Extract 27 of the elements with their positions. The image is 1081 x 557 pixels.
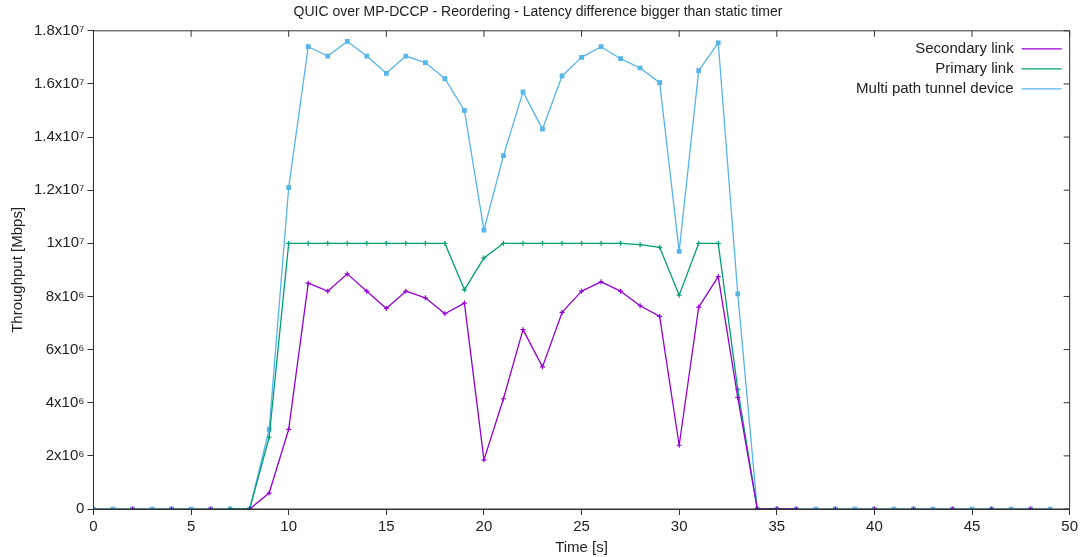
x-axis-title: Time [s]: [555, 538, 608, 556]
legend-label: Multi path tunnel device: [856, 78, 1014, 96]
y-tick-label: 1x10⁷: [46, 233, 85, 251]
x-tick-label: 40: [866, 517, 883, 535]
y-tick-label: 1.8x10⁷: [34, 20, 85, 38]
y-tick-label: 1.2x10⁷: [34, 180, 85, 198]
x-tick-label: 0: [89, 517, 98, 535]
y-tick-label: 8x10⁶: [45, 286, 85, 304]
x-tick-label: 35: [768, 517, 786, 535]
y-tick-label: 1.4x10⁷: [34, 127, 85, 145]
legend-label: Primary link: [935, 58, 1015, 76]
x-tick-label: 30: [670, 517, 688, 535]
x-tick-label: 45: [963, 517, 981, 535]
x-tick-label: 50: [1061, 517, 1078, 535]
x-tick-label: 5: [186, 517, 196, 535]
y-tick-label: 6x10⁶: [45, 339, 85, 357]
y-tick-label: 4x10⁶: [45, 392, 85, 410]
x-tick-label: 20: [475, 517, 493, 535]
x-tick-label: 25: [573, 517, 590, 535]
y-axis-title: Throughput [Mbps]: [8, 206, 26, 333]
chart-title: QUIC over MP-DCCP - Reordering - Latency difference bigger than static timer: [293, 3, 783, 20]
y-tick-label: 0: [76, 499, 85, 517]
x-tick-label: 10: [280, 517, 298, 535]
x-tick-label: 15: [377, 517, 395, 535]
y-tick-label: 2x10⁶: [45, 446, 85, 464]
y-tick-label: 1.6x10⁷: [34, 74, 85, 92]
legend-label: Secondary link: [915, 38, 1015, 56]
